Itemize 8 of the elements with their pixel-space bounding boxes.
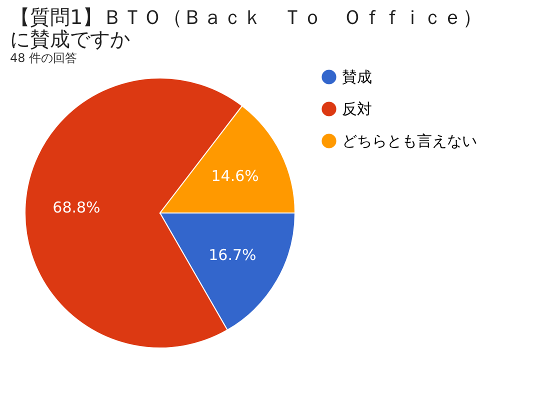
legend-label: 反対 bbox=[342, 100, 372, 118]
legend-label: どちらとも言えない bbox=[342, 132, 477, 150]
data-label: 16.7% bbox=[208, 246, 256, 264]
chart-title: 【質問1】ＢＴＯ（Ｂａｃｋ Ｔｏ Ｏｆｆｉｃｅ）に賛成ですか bbox=[10, 5, 483, 51]
legend-label: 賛成 bbox=[342, 68, 372, 86]
data-label: 68.8% bbox=[52, 198, 100, 216]
chart-subtitle: 48 件の回答 bbox=[10, 51, 78, 65]
data-label: 14.6% bbox=[211, 166, 259, 185]
